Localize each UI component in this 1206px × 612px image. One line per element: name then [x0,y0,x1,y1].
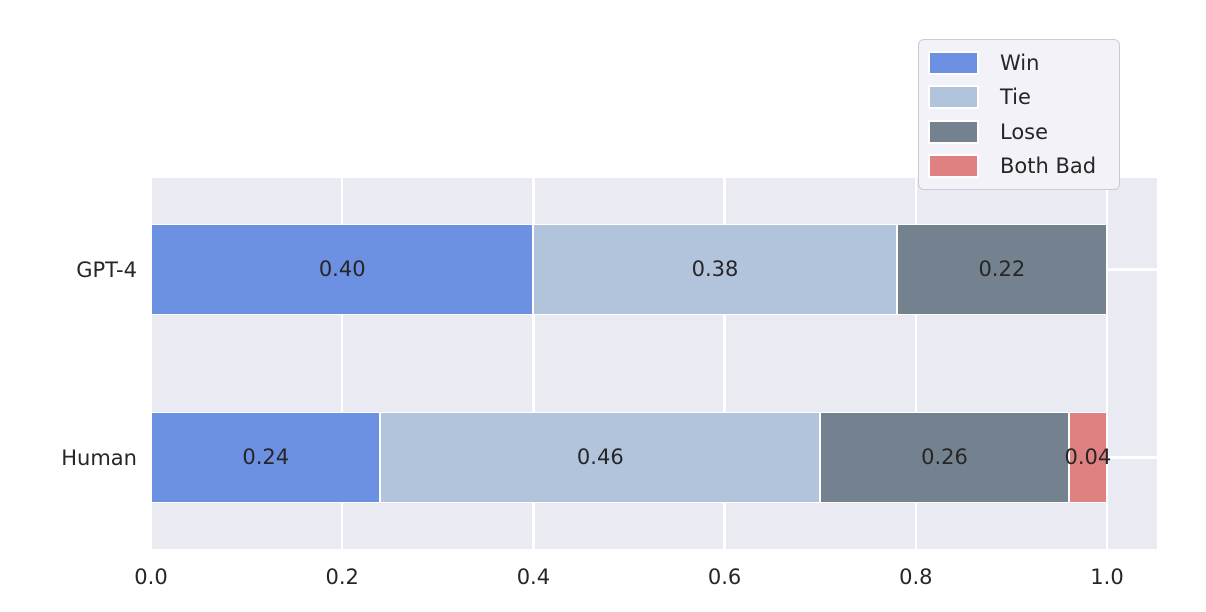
bar-value-label-human-lose: 0.26 [921,445,968,469]
bar-value-label-gpt-4-tie: 0.38 [691,257,739,281]
gridline-x-0.2 [341,178,344,549]
gridline-x-0.6 [723,178,726,549]
x-tick-label-0.2: 0.2 [325,565,359,589]
legend-label-tie: Tie [1000,85,1031,110]
gridline-x-0.8 [914,178,917,549]
x-tick-label-0.8: 0.8 [899,565,933,589]
legend-swatch-lose-icon [928,119,979,144]
bar-segment-human-tie: 0.46 [380,412,821,503]
bar-segment-gpt-4-tie: 0.38 [533,224,897,315]
bar-segment-human-both-bad: 0.04 [1064,412,1111,503]
bar-segment-gpt-4-lose: 0.22 [896,224,1107,315]
legend-label-lose: Lose [1000,119,1049,144]
x-tick-label-0.4: 0.4 [516,565,551,589]
gridline-x-0.0 [151,178,153,549]
legend: Win Tie Lose Both Bad [918,39,1120,190]
legend-label-both-bad: Both Bad [1000,153,1097,178]
y-tick-label-human: Human [61,445,137,470]
plot-area: 0.40 0.38 0.22 0.24 0.46 0.26 0.04 [151,178,1157,549]
legend-swatch-win-icon [928,51,979,76]
legend-swatch-tie-icon [928,85,979,110]
bar-segment-human-lose: 0.26 [820,412,1069,503]
bar-segment-gpt-4-win: 0.40 [151,224,534,315]
bar-value-label-human-tie: 0.46 [576,445,624,469]
bar-segment-human-win: 0.24 [151,412,381,503]
bar-value-label-gpt-4-win: 0.40 [318,257,366,281]
bar-value-label-gpt-4-lose: 0.22 [978,257,1026,281]
x-tick-label-0.0: 0.0 [134,565,168,589]
bar-value-label-human-both-bad: 0.04 [1064,445,1112,469]
y-tick-label-gpt-4: GPT-4 [76,257,137,282]
legend-item-tie: Tie [928,85,1113,110]
legend-swatch-both-bad-icon [928,153,979,178]
x-tick-label-0.6: 0.6 [707,565,742,589]
gridline-x-1.0 [1105,178,1109,549]
gridline-x-0.4 [532,178,535,549]
legend-item-win: Win [928,51,1113,76]
legend-label-win: Win [1000,51,1040,76]
legend-item-both-bad: Both Bad [928,153,1113,178]
x-tick-label-1.0: 1.0 [1090,565,1124,589]
legend-item-lose: Lose [928,119,1113,144]
bar-value-label-human-win: 0.24 [242,445,290,469]
